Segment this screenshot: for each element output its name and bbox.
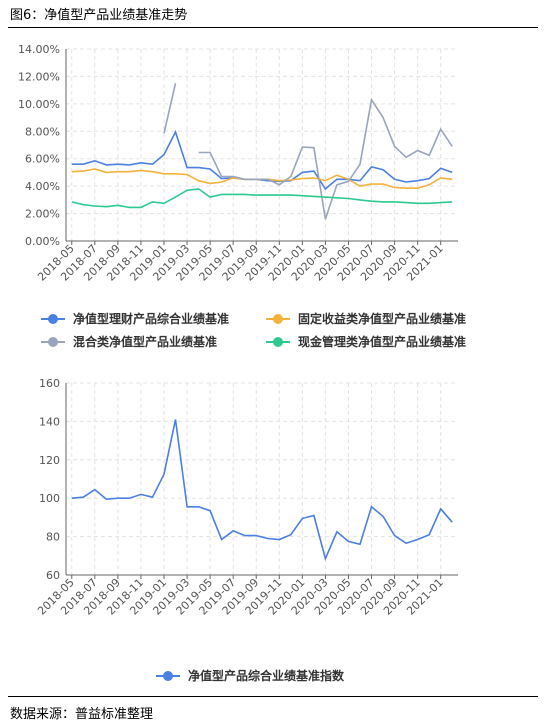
legend-label: 净值型理财产品综合业绩基准 [73, 311, 229, 326]
y-tick-label: 60 [46, 569, 60, 582]
y-tick-label: 14.00% [18, 43, 60, 56]
y-tick-label: 100 [39, 492, 60, 505]
legend-label: 净值型产品综合业绩基准指数 [188, 668, 345, 683]
y-tick-label: 12.00% [18, 70, 60, 83]
legend-label: 混合类净值型产品业绩基准 [73, 334, 217, 349]
y-tick-label: 8.00% [25, 125, 60, 138]
series-line-4 [71, 188, 453, 209]
y-tick-label: 80 [46, 531, 60, 544]
y-tick-label: 160 [39, 377, 60, 390]
legend-label: 固定收益类净值型产品业绩基准 [298, 311, 466, 326]
legend-marker [48, 337, 58, 347]
legend-marker [48, 314, 58, 324]
series-line-1 [71, 419, 453, 562]
chart-benchmark-index: 60801001201401602018-052018-072018-09201… [35, 377, 458, 683]
top-rule [8, 27, 538, 28]
chart-benchmark-rates: 0.00% 2.00% 4.00% 6.00% 8.00% 10.00% 12.00% 14.… [18, 43, 466, 349]
y-tick-label: 120 [39, 454, 60, 467]
legend-marker [273, 314, 283, 324]
y-tick-label: 0.00% [25, 235, 60, 248]
y-tick-label: 4.00% [25, 180, 60, 193]
y-tick-label: 140 [39, 415, 60, 428]
y-tick-label: 2.00% [25, 208, 60, 221]
legend-marker [163, 671, 173, 681]
series-line-3 [163, 83, 453, 220]
figure-title: 图6：净值型产品业绩基准走势 [10, 8, 188, 23]
data-source: 数据来源：普益标准整理 [10, 707, 154, 722]
legend-marker [273, 337, 283, 347]
y-tick-label: 6.00% [25, 153, 60, 166]
legend-label: 现金管理类净值型产品业绩基准 [298, 334, 466, 349]
y-tick-label: 10.00% [18, 98, 60, 111]
bottom-rule [8, 696, 538, 697]
